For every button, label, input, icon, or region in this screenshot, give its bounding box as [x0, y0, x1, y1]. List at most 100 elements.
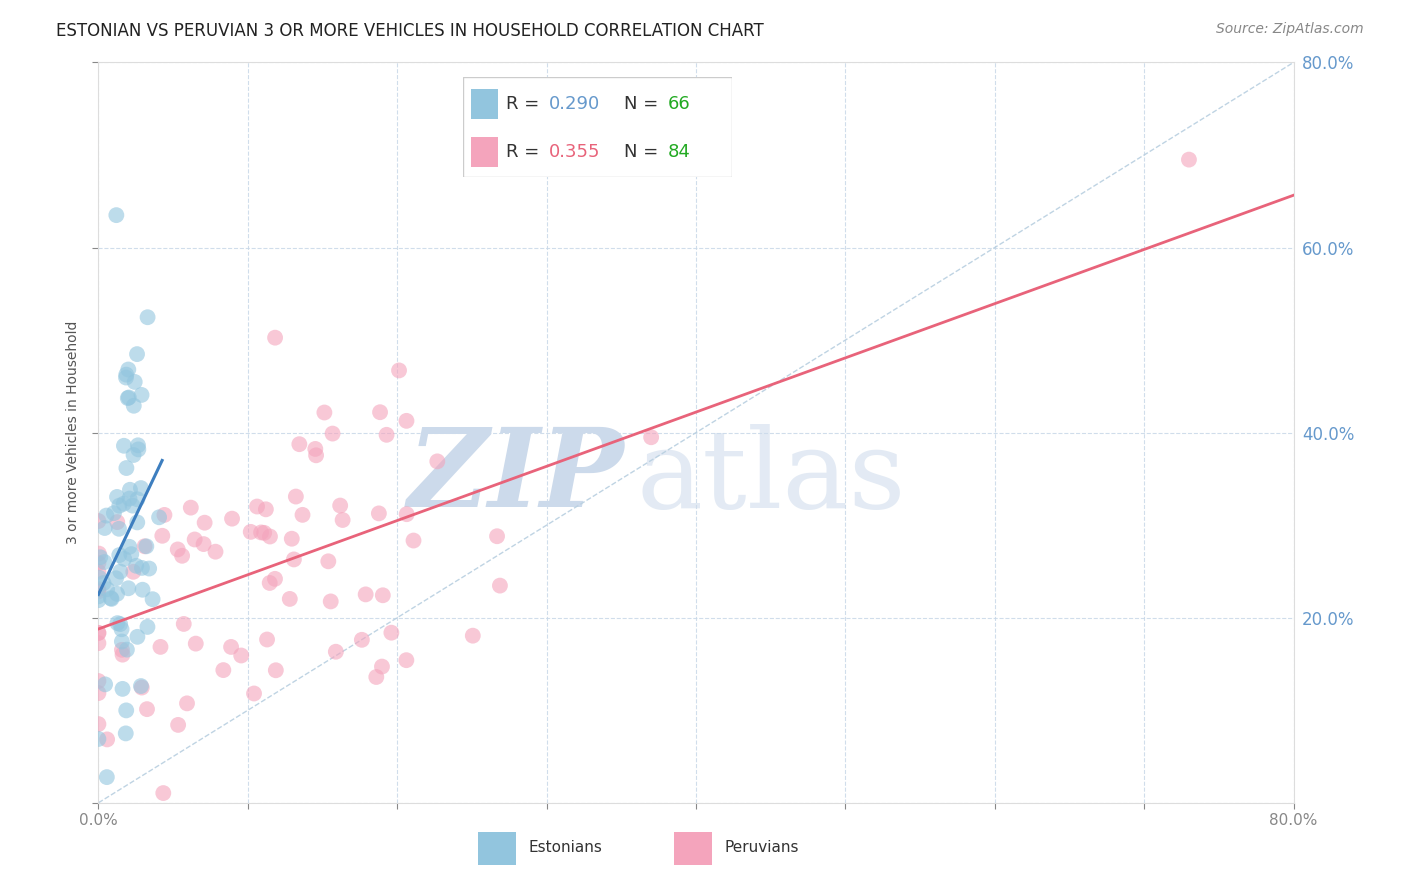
Point: [94, 677, 117, 691]
Point: [489, 579, 512, 593]
Point: [115, 461, 138, 475]
Point: [193, 537, 215, 551]
Point: [367, 507, 389, 521]
Point: [127, 442, 149, 457]
Point: [110, 622, 132, 636]
Point: [87, 514, 110, 528]
Point: [325, 645, 347, 659]
Point: [148, 510, 170, 524]
Point: [122, 565, 145, 579]
Point: [239, 524, 262, 539]
Point: [115, 368, 138, 382]
Point: [105, 490, 128, 504]
Point: [319, 594, 342, 608]
Point: [173, 616, 195, 631]
Point: [111, 681, 134, 696]
Point: [259, 529, 281, 543]
Point: [127, 438, 149, 452]
Text: ZIP: ZIP: [408, 424, 624, 531]
Point: [129, 481, 152, 495]
Point: [108, 617, 131, 632]
Point: [108, 499, 131, 513]
Point: [87, 582, 110, 597]
Point: [219, 640, 242, 654]
Point: [110, 565, 132, 579]
Point: [183, 533, 205, 547]
Point: [118, 540, 141, 554]
Point: [395, 653, 418, 667]
Point: [149, 640, 172, 654]
Point: [150, 529, 173, 543]
Point: [118, 491, 141, 506]
Point: [127, 492, 149, 507]
Point: [131, 681, 153, 695]
Point: [167, 718, 190, 732]
Point: [426, 454, 449, 468]
Point: [380, 625, 402, 640]
Point: [322, 426, 344, 441]
Point: [105, 208, 128, 222]
Point: [125, 347, 148, 361]
Point: [100, 591, 122, 606]
Point: [87, 571, 110, 585]
Point: [172, 549, 194, 563]
Point: [305, 448, 328, 462]
Point: [142, 592, 165, 607]
Point: [122, 399, 145, 413]
Point: [314, 405, 336, 419]
Point: [640, 430, 662, 444]
Point: [136, 702, 159, 716]
Point: [96, 508, 118, 523]
Text: ESTONIAN VS PERUVIAN 3 OR MORE VEHICLES IN HOUSEHOLD CORRELATION CHART: ESTONIAN VS PERUVIAN 3 OR MORE VEHICLES …: [56, 22, 763, 40]
Text: Source: ZipAtlas.com: Source: ZipAtlas.com: [1216, 22, 1364, 37]
Point: [115, 703, 138, 717]
Point: [115, 370, 138, 384]
Point: [131, 582, 153, 597]
Point: [117, 581, 139, 595]
Point: [254, 502, 277, 516]
Point: [105, 515, 128, 529]
Point: [87, 717, 110, 731]
Point: [114, 726, 136, 740]
Point: [118, 483, 141, 497]
Point: [108, 522, 131, 536]
Point: [122, 448, 145, 462]
Point: [176, 697, 198, 711]
Point: [184, 637, 207, 651]
Point: [87, 565, 110, 579]
Point: [117, 362, 139, 376]
Text: atlas: atlas: [637, 424, 905, 531]
Point: [180, 500, 202, 515]
Point: [111, 643, 134, 657]
Point: [112, 439, 135, 453]
Point: [87, 625, 110, 640]
Point: [108, 548, 131, 562]
Point: [87, 636, 110, 650]
Point: [264, 663, 287, 677]
Point: [111, 634, 134, 648]
Point: [371, 588, 394, 602]
Point: [93, 576, 115, 591]
Point: [291, 508, 314, 522]
Point: [332, 513, 354, 527]
Point: [93, 555, 115, 569]
Point: [89, 550, 111, 565]
Point: [111, 648, 134, 662]
Point: [112, 497, 135, 511]
Point: [288, 437, 311, 451]
Point: [221, 511, 243, 525]
Point: [264, 331, 287, 345]
Point: [87, 731, 110, 746]
Point: [153, 508, 176, 522]
Point: [304, 442, 326, 456]
Point: [250, 525, 273, 540]
Point: [103, 506, 125, 520]
Point: [402, 533, 425, 548]
Point: [96, 732, 118, 747]
Point: [246, 500, 269, 514]
Point: [259, 576, 281, 591]
Point: [105, 587, 128, 601]
Point: [112, 552, 135, 566]
Point: [115, 642, 138, 657]
Point: [329, 499, 352, 513]
